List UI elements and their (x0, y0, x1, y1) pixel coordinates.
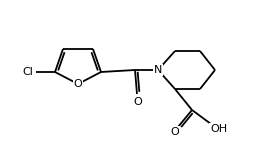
Text: O: O (133, 97, 143, 107)
Text: OH: OH (210, 124, 228, 134)
Text: O: O (171, 127, 179, 137)
Text: N: N (154, 65, 162, 75)
Text: Cl: Cl (23, 67, 33, 77)
Text: O: O (74, 79, 82, 89)
